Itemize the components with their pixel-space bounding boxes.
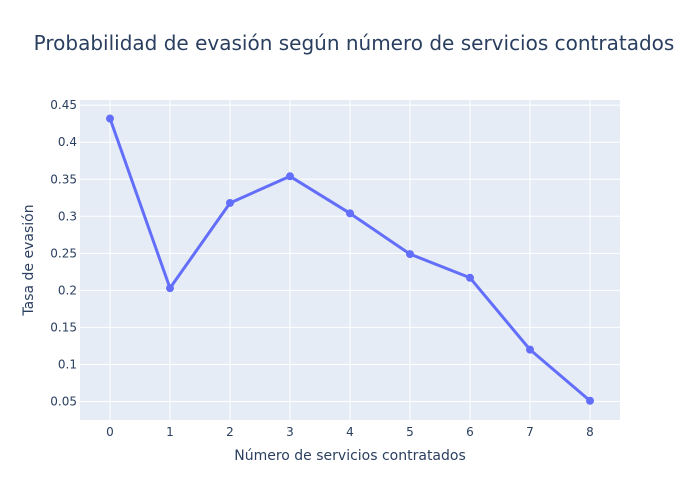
data-point-8[interactable] [586,396,594,405]
data-point-0[interactable] [106,114,114,123]
y-tick-label: 0.05 [50,394,77,408]
y-tick-label: 0.3 [58,209,77,223]
x-tick-label: 6 [466,425,474,439]
x-tick-label: 0 [106,425,114,439]
chart-title: Probabilidad de evasión según número de … [34,31,675,55]
y-tick-label: 0.25 [50,246,77,260]
y-tick-label: 0.35 [50,172,77,186]
x-tick-label: 1 [166,425,174,439]
data-point-3[interactable] [286,172,294,181]
x-axis-title: Número de servicios contratados [234,448,466,464]
x-tick-label: 7 [526,425,534,439]
x-tick-label: 2 [226,425,234,439]
data-point-2[interactable] [226,198,234,207]
data-point-7[interactable] [526,345,534,354]
y-tick-label: 0.15 [50,320,77,334]
x-tick-label: 8 [586,425,594,439]
y-tick-label: 0.45 [50,98,77,112]
x-tick-label: 5 [406,425,414,439]
data-point-1[interactable] [166,284,174,293]
x-tick-label: 3 [286,425,294,439]
data-point-5[interactable] [406,250,414,259]
y-axis-ticks: 0.05 0.1 0.15 0.2 0.25 0.3 0.35 0.4 0.45 [50,98,77,408]
data-point-4[interactable] [346,209,354,218]
series-layer [106,114,594,405]
gridlines [80,100,620,420]
y-tick-label: 0.2 [58,283,77,297]
x-tick-label: 4 [346,425,354,439]
x-axis-ticks: 0 1 2 3 4 5 6 7 8 [106,425,594,439]
y-tick-label: 0.1 [58,357,77,371]
data-point-6[interactable] [466,273,474,282]
y-axis-title: Tasa de evasión [21,204,37,316]
y-tick-label: 0.4 [58,135,77,149]
